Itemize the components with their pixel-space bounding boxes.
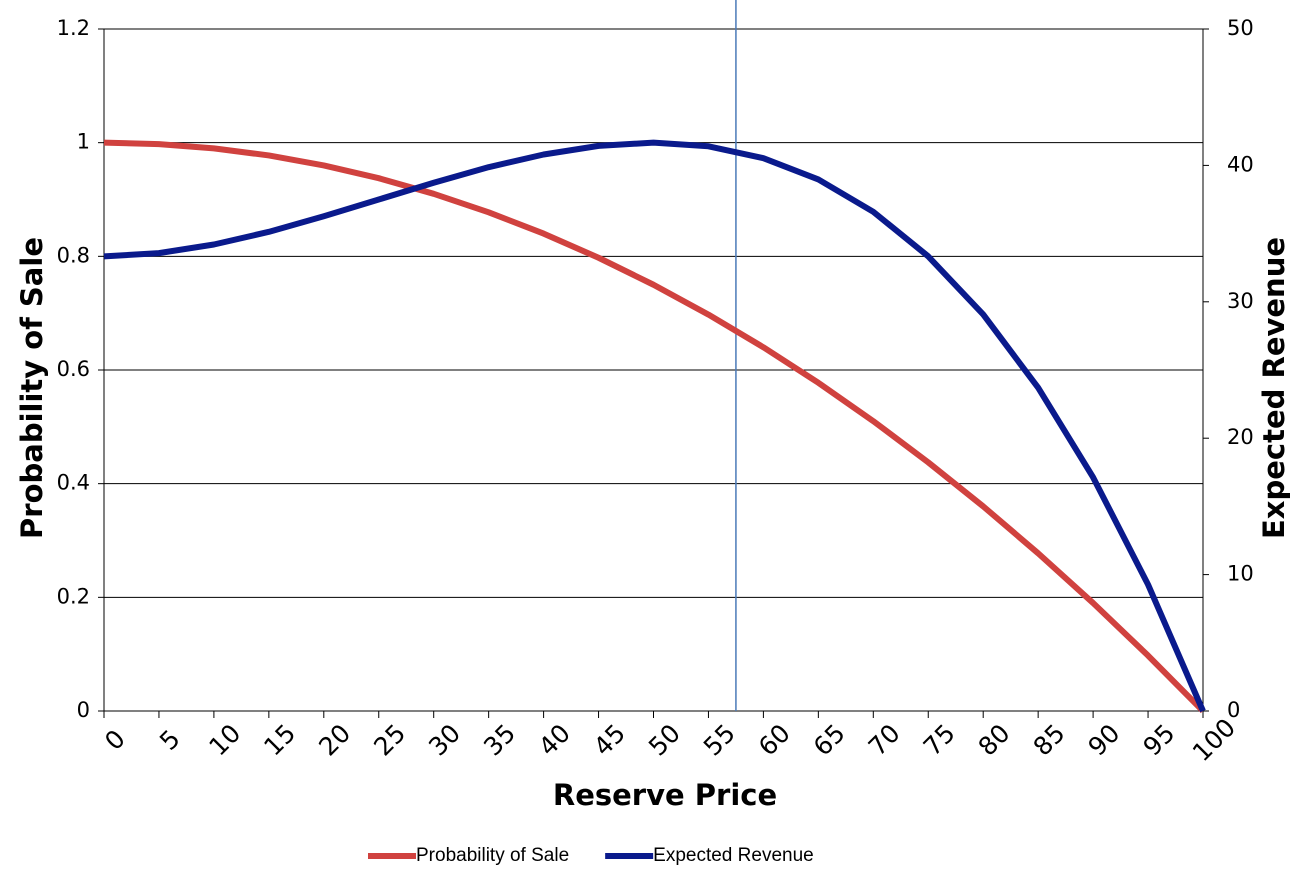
- y-tick-label: 0.8: [57, 243, 90, 267]
- x-tick-label: 45: [588, 718, 631, 761]
- x-tick-label: 15: [258, 718, 301, 761]
- x-tick-label: 75: [918, 718, 961, 761]
- x-tick-label: 40: [533, 718, 576, 761]
- y-tick-label: 0.6: [57, 357, 90, 381]
- y2-tick-label: 50: [1227, 16, 1254, 40]
- y2-tick-label: 10: [1227, 562, 1254, 586]
- x-tick-label: 60: [753, 718, 796, 761]
- x-axis-title: Reserve Price: [553, 778, 777, 812]
- y-tick-label: 1: [77, 130, 90, 154]
- x-tick-label: 85: [1028, 718, 1071, 761]
- x-tick-label: 90: [1083, 718, 1126, 761]
- y2-tick-label: 30: [1227, 289, 1254, 313]
- legend-label: Probability of Sale: [416, 845, 569, 866]
- y2-tick-label: 20: [1227, 425, 1254, 449]
- y-tick-label: 1.2: [57, 16, 90, 40]
- x-tick-label: 55: [698, 718, 741, 761]
- x-tick-label: 20: [313, 718, 356, 761]
- series-line: [103, 139, 1206, 713]
- y-tick-label: 0.4: [57, 471, 90, 495]
- x-tick-label: 0: [99, 724, 131, 756]
- series-line: [103, 139, 1206, 714]
- x-tick-label: 95: [1137, 718, 1180, 761]
- y2-tick-label: 0: [1227, 698, 1240, 722]
- y-tick-label: 0.2: [57, 584, 90, 608]
- legend-label: Expected Revenue: [653, 845, 814, 866]
- y-tick-label: 0: [77, 698, 90, 722]
- x-tick-label: 80: [973, 718, 1016, 761]
- y2-tick-label: 40: [1227, 152, 1254, 176]
- x-tick-label: 10: [203, 718, 246, 761]
- x-tick-label: 5: [154, 724, 186, 756]
- y-axis-title: Probability of Sale: [15, 237, 49, 539]
- x-tick-label: 50: [643, 718, 686, 761]
- x-tick-label: 30: [423, 718, 466, 761]
- x-tick-label: 25: [368, 718, 411, 761]
- x-tick-label: 35: [478, 718, 521, 761]
- x-tick-label: 65: [808, 718, 851, 761]
- x-tick-label: 70: [863, 718, 906, 761]
- y2-axis-title: Expected Revenue: [1257, 237, 1291, 539]
